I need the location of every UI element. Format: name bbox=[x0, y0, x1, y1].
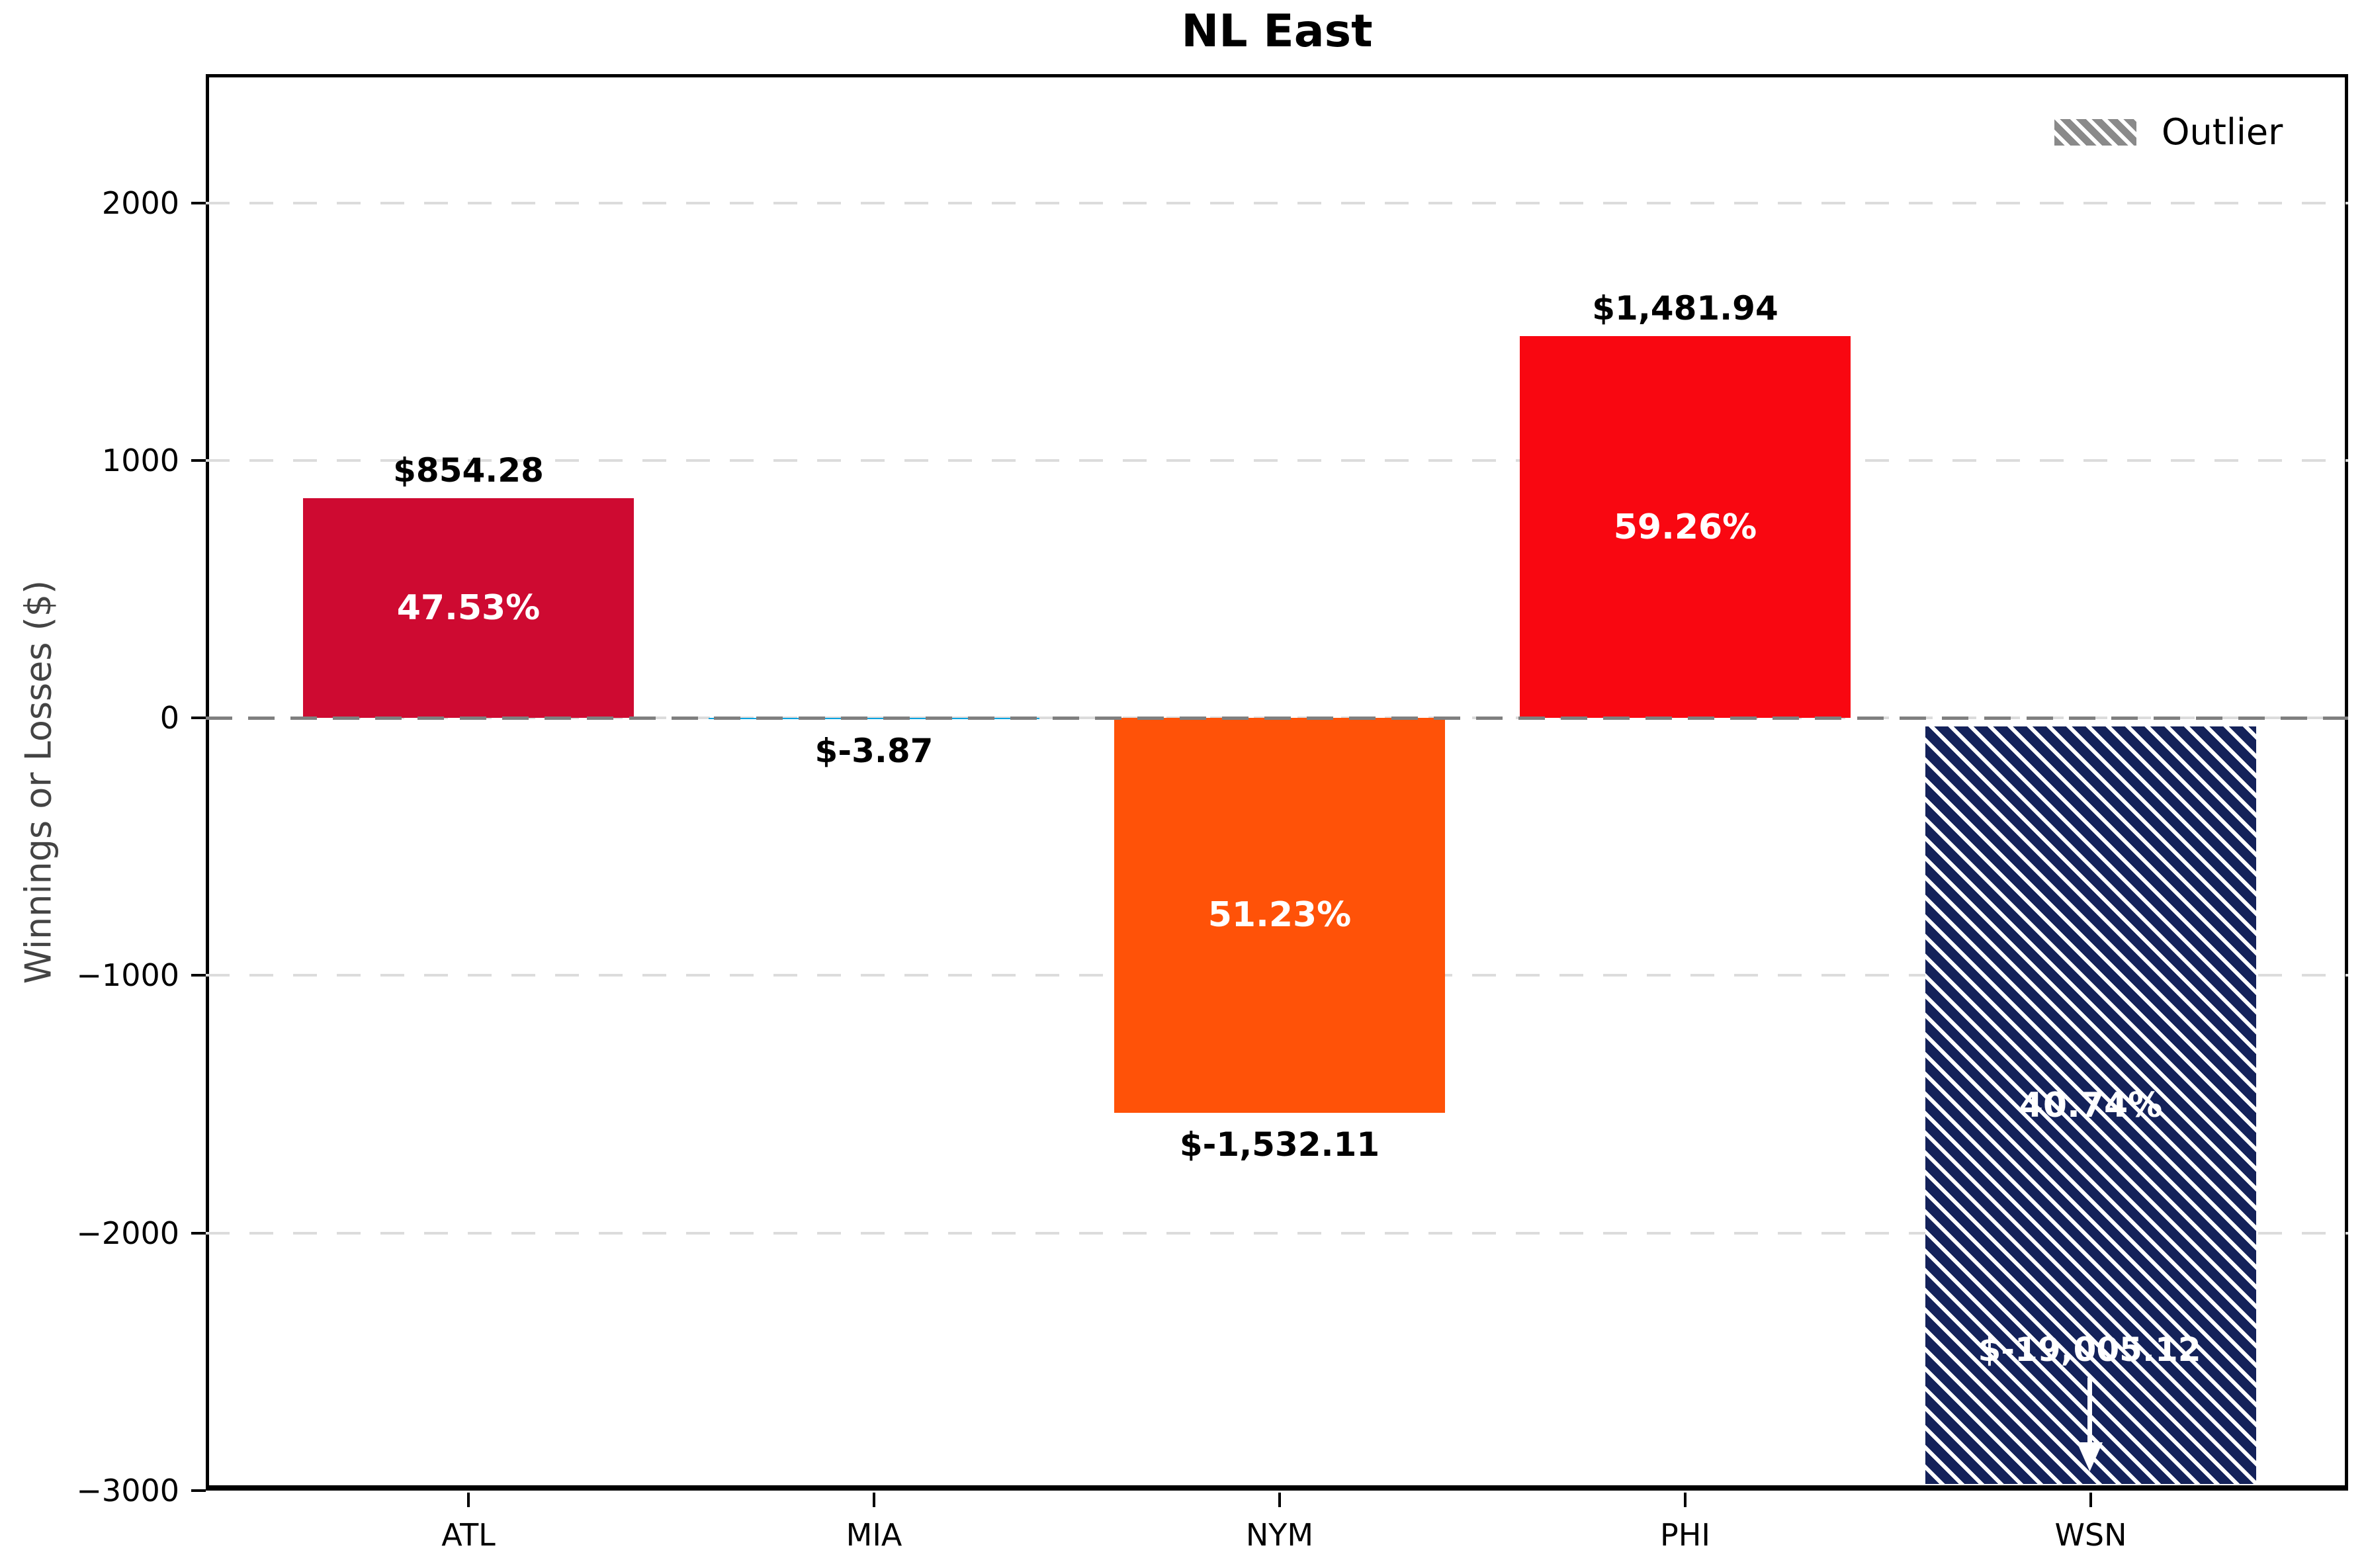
y-tick-mark bbox=[191, 974, 206, 977]
y-tick-label: −2000 bbox=[76, 1215, 179, 1251]
bar-percent-label: 59.26% bbox=[1613, 507, 1757, 547]
legend-outlier-swatch-icon bbox=[2054, 118, 2136, 146]
y-tick-mark bbox=[191, 1231, 206, 1235]
x-tick-mark bbox=[1278, 1493, 1281, 1507]
x-tick-label: WSN bbox=[2054, 1517, 2127, 1553]
gridline bbox=[206, 1231, 2348, 1235]
bar-atl bbox=[303, 498, 634, 719]
gridline bbox=[206, 201, 2348, 204]
bar-nym bbox=[1114, 718, 1445, 1113]
legend-label: Outlier bbox=[2162, 111, 2283, 153]
legend: Outlier bbox=[2054, 111, 2283, 153]
x-tick-mark bbox=[2089, 1493, 2092, 1507]
x-tick-label: MIA bbox=[846, 1517, 902, 1553]
x-tick-label: ATL bbox=[441, 1517, 496, 1553]
x-tick-mark bbox=[467, 1493, 470, 1507]
y-tick-mark bbox=[191, 201, 206, 204]
x-tick-mark bbox=[873, 1493, 875, 1507]
zero-line bbox=[206, 716, 2348, 720]
x-tick-label: NYM bbox=[1245, 1517, 1314, 1553]
bar-phi bbox=[1520, 336, 1851, 719]
y-tick-label: 0 bbox=[159, 700, 179, 736]
x-tick-mark bbox=[1684, 1493, 1687, 1507]
bar-value-label: $-1,532.11 bbox=[1179, 1125, 1380, 1164]
y-tick-label: −1000 bbox=[76, 957, 179, 994]
bar-percent-label: 40.74% bbox=[2019, 1085, 2163, 1125]
x-tick-label: PHI bbox=[1660, 1517, 1710, 1553]
y-tick-mark bbox=[191, 717, 206, 720]
y-axis-label: Winnings or Losses ($) bbox=[17, 580, 60, 984]
bar-value-label: $854.28 bbox=[393, 451, 544, 490]
y-tick-label: 2000 bbox=[101, 185, 179, 221]
y-tick-mark bbox=[191, 1489, 206, 1492]
y-tick-label: −3000 bbox=[76, 1473, 179, 1508]
outlier-arrow-icon bbox=[2077, 1377, 2103, 1471]
bar-wsn bbox=[1925, 726, 2256, 1484]
chart-title: NL East bbox=[1181, 5, 1373, 58]
bar-percent-label: 47.53% bbox=[396, 588, 541, 628]
y-tick-label: 1000 bbox=[101, 442, 179, 478]
y-tick-mark bbox=[191, 458, 206, 462]
gridline bbox=[206, 458, 2348, 462]
bar-value-label: $1,481.94 bbox=[1592, 289, 1778, 328]
bar-value-label: $-3.87 bbox=[814, 732, 934, 771]
bar-percent-label: 51.23% bbox=[1207, 895, 1352, 936]
bar-value-label: $-19,005.12 bbox=[1978, 1330, 2201, 1369]
